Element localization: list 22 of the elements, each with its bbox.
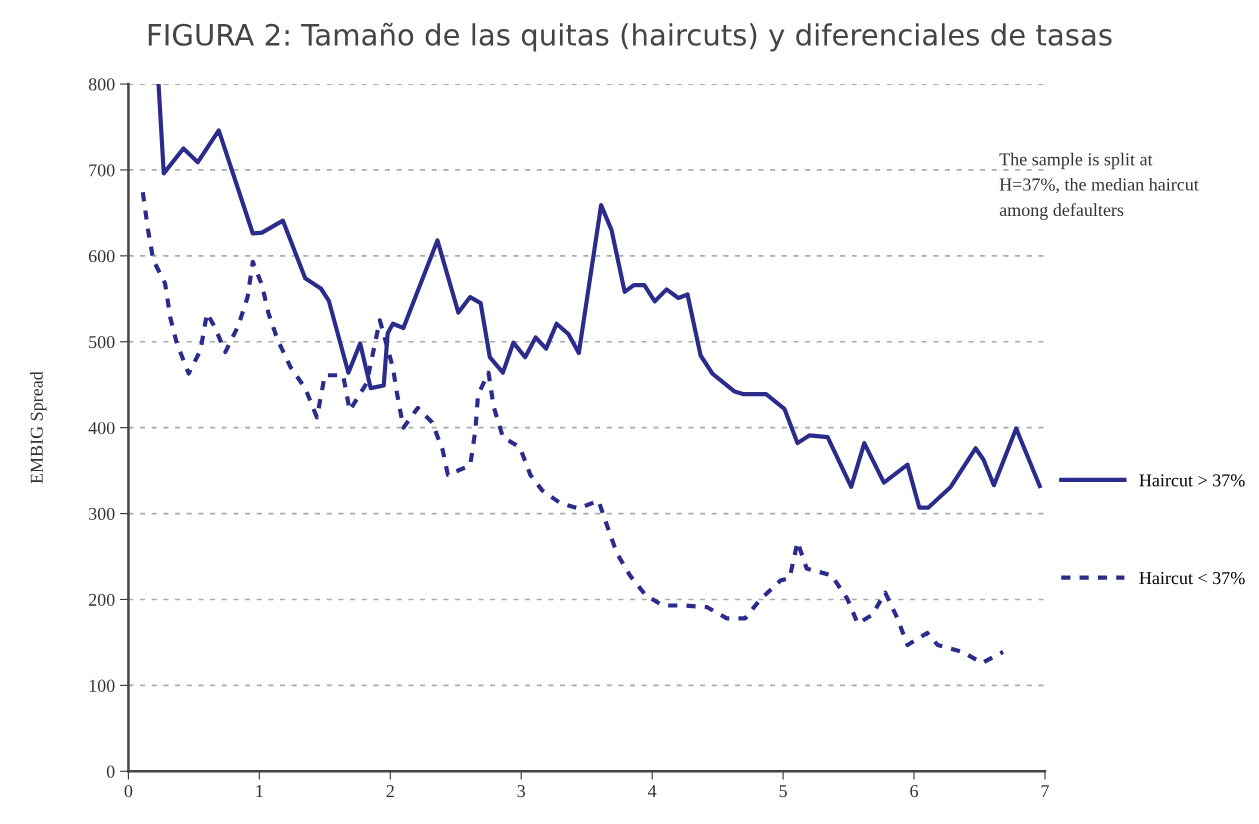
legend-label: Haircut < 37% xyxy=(1139,572,1245,585)
x-tick-label: 5 xyxy=(779,785,787,798)
y-tick-label: 600 xyxy=(88,250,115,263)
y-tick-label: 100 xyxy=(89,679,115,692)
x-tick-label: 3 xyxy=(517,785,526,798)
x-tick-label: 4 xyxy=(648,785,657,797)
x-tick-label: 1 xyxy=(256,785,263,797)
y-tick-label: 300 xyxy=(89,507,115,520)
y-tick-label: 400 xyxy=(88,421,115,435)
legend-label: Haircut > 37% xyxy=(1139,474,1245,487)
chart-title: FIGURA 2: Tamaño de las quitas (haircuts) y diferenciales de tasas xyxy=(148,22,1112,52)
x-tick-label: 6 xyxy=(910,785,919,798)
x-tick-label: 0 xyxy=(124,784,133,798)
y-tick-label: 800 xyxy=(88,78,115,91)
y-tick-label: 500 xyxy=(89,336,115,349)
x-tick-label: 7 xyxy=(1041,785,1049,797)
annotation: The sample is split at H=37%, the median haircut among defaulters xyxy=(999,152,1199,220)
y-tick-label: 0 xyxy=(106,765,115,778)
y-tick-label: 200 xyxy=(88,593,115,606)
y-axis-title: EMBIG Spread xyxy=(30,371,47,484)
x-tick-label: 2 xyxy=(386,785,394,797)
y-tick-label: 700 xyxy=(89,164,115,177)
